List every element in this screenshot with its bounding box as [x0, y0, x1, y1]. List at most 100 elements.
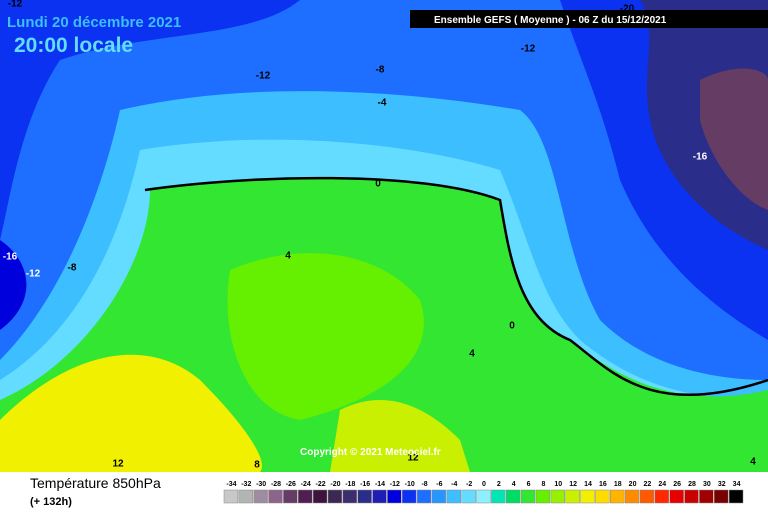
legend-label: 24	[658, 481, 666, 488]
date: Lundi 20 décembre 2021	[7, 14, 181, 31]
legend-swatch	[639, 489, 655, 504]
legend-label: 2	[497, 481, 501, 488]
legend-swatch	[431, 489, 447, 504]
zone	[330, 400, 470, 472]
legend-swatch	[342, 489, 357, 504]
legend-label: 34	[733, 481, 741, 488]
legend-swatch	[506, 489, 521, 504]
contour-label: 4	[285, 251, 291, 262]
legend-label: 30	[703, 481, 711, 488]
legend-label: -6	[436, 481, 442, 488]
legend-label: 14	[584, 481, 592, 488]
legend-swatch	[476, 489, 491, 504]
legend-label: 32	[718, 481, 726, 488]
legend-swatch	[253, 489, 268, 504]
legend-label: -22	[316, 481, 326, 488]
legend-label: -30	[256, 481, 266, 488]
zone	[0, 240, 27, 330]
legend-label: 0	[482, 481, 486, 488]
legend-label: 6	[527, 481, 531, 488]
legend-swatch	[580, 489, 595, 504]
legend-swatch	[268, 489, 283, 504]
legend-label: 28	[688, 481, 696, 488]
contour-label: -12	[26, 269, 41, 280]
contour-labels: -12 -12 -20 -8 -12 -4 -16 -16 -12 -8 0 4…	[3, 0, 756, 471]
legend-swatch	[714, 489, 729, 504]
legend-label: -16	[360, 481, 370, 488]
legend-swatch	[461, 489, 476, 504]
legend-swatch	[610, 489, 625, 504]
contour-label: 8	[254, 460, 260, 471]
contour-label: -20	[620, 4, 635, 15]
contour-label: 12	[112, 459, 124, 470]
legend-label: -26	[286, 481, 296, 488]
legend-swatch	[595, 489, 610, 504]
legend-label: 26	[673, 481, 681, 488]
legend-swatch	[298, 489, 313, 504]
contour-label: -16	[693, 152, 708, 163]
legend-swatch	[728, 489, 744, 504]
legend-label: -10	[405, 481, 415, 488]
legend-swatch	[699, 489, 714, 504]
time: 20:00 locale	[14, 34, 133, 57]
legend-swatch	[654, 489, 669, 504]
legend: -34 -32 -30 -28 -26 -24 -22 -20 -18 -16 -14 -12 -10-…	[223, 481, 744, 504]
footer-lead: (+ 132h)	[30, 496, 72, 508]
contour-label: -12	[521, 44, 536, 55]
legend-swatch	[624, 489, 640, 504]
legend-label: -24	[301, 481, 311, 488]
contour-label: -8	[68, 263, 77, 274]
contour-label: 0	[509, 321, 515, 332]
legend-swatch	[327, 489, 343, 504]
run-box	[410, 10, 768, 28]
legend-label: 12	[569, 481, 577, 488]
legend-swatch	[223, 489, 239, 504]
legend-swatch	[491, 489, 506, 504]
legend-swatch	[520, 489, 536, 504]
contour-label: 4	[469, 349, 475, 360]
run-info: Ensemble GEFS ( Moyenne ) - 06 Z du 15/1…	[434, 15, 667, 26]
legend-label: 20	[629, 481, 637, 488]
legend-label: -28	[271, 481, 281, 488]
contour-label: 12	[407, 453, 419, 464]
legend-label: -32	[241, 481, 251, 488]
contour-label: 4	[750, 457, 756, 468]
legend-label: -4	[451, 481, 457, 488]
footer-title: Température 850hPa	[30, 475, 161, 491]
legend-swatch	[565, 489, 580, 504]
legend-label: -2	[466, 481, 472, 488]
legend-swatch	[669, 489, 684, 504]
legend-label: 22	[644, 481, 652, 488]
legend-swatch	[446, 489, 461, 504]
contour-label: -4	[378, 98, 387, 109]
legend-label: -8	[421, 481, 427, 488]
contour-label: -12	[256, 71, 271, 82]
zone	[700, 68, 768, 210]
legend-swatch	[535, 489, 551, 504]
contour-label: -8	[376, 65, 385, 76]
legend-label: -14	[375, 481, 385, 488]
legend-swatch	[402, 489, 417, 504]
legend-swatch	[238, 489, 253, 504]
zone	[227, 253, 424, 420]
legend-label: 18	[614, 481, 622, 488]
legend-label: 8	[541, 481, 545, 488]
legend-swatch	[416, 489, 432, 504]
legend-label: -12	[390, 481, 400, 488]
legend-label: 16	[599, 481, 607, 488]
legend-label: 10	[554, 481, 562, 488]
zone	[0, 0, 300, 240]
zero-isotherm	[144, 176, 768, 397]
legend-swatch	[283, 489, 298, 504]
legend-label: -34	[226, 481, 236, 488]
zone	[0, 354, 262, 472]
contour-label: 0	[375, 179, 381, 190]
legend-label: 4	[512, 481, 516, 488]
contour-label: -12	[8, 0, 23, 10]
legend-swatch	[357, 489, 372, 504]
legend-label: -20	[330, 481, 340, 488]
legend-swatch	[387, 489, 402, 504]
legend-swatch	[550, 489, 565, 504]
legend-swatch	[312, 489, 328, 504]
